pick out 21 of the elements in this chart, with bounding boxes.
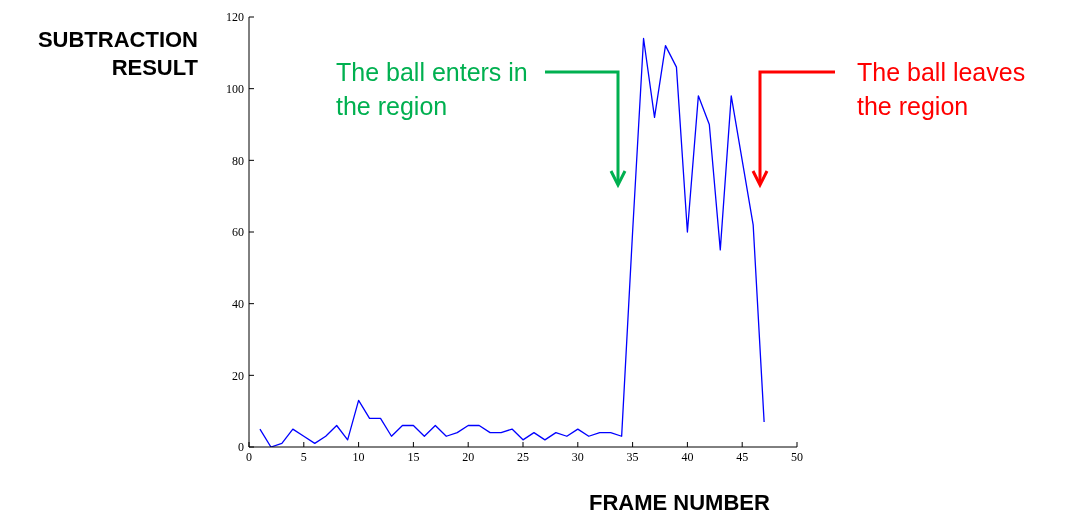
x-tick-label: 5 <box>300 449 307 464</box>
x-tick-label: 25 <box>517 449 529 464</box>
line-series <box>259 37 765 447</box>
x-tick-label: 40 <box>681 449 694 464</box>
y-axis-title: SUBTRACTION RESULT <box>36 26 198 82</box>
x-axis-title: FRAME NUMBER <box>589 490 770 516</box>
y-tick-label: 120 <box>226 10 244 25</box>
x-tick-label: 45 <box>736 449 749 464</box>
x-tick-label: 10 <box>352 449 365 464</box>
y-tick-label: 60 <box>232 225 244 240</box>
x-tick-label: 50 <box>791 449 803 464</box>
text: The ball leaves the region <box>857 57 1027 122</box>
x-tick-label: 15 <box>407 449 420 464</box>
x-tick-label: 20 <box>462 449 475 464</box>
x-tick-label: 35 <box>626 449 639 464</box>
y-tick-label: 20 <box>232 368 244 383</box>
y-tick-label: 40 <box>232 296 244 311</box>
y-tick-label: 80 <box>232 153 244 168</box>
y-tick-label: 100 <box>226 81 244 96</box>
annotation: The ball enters in the region <box>336 57 529 122</box>
x-tick-label: 30 <box>571 449 584 464</box>
